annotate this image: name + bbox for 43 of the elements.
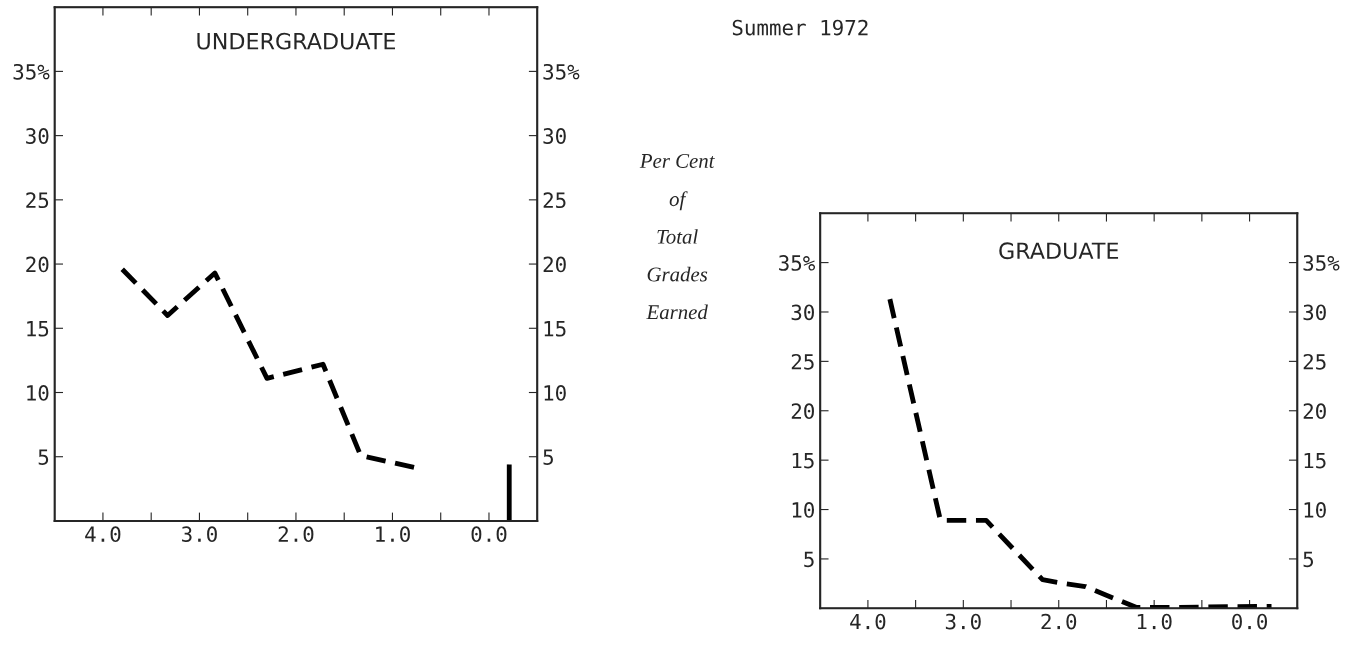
y-tick-label: 5 <box>38 449 49 465</box>
x-tick-label: 2.0 <box>1041 613 1077 630</box>
y2-tick-label: 5 <box>543 449 553 465</box>
y2-tick-label: 20 <box>543 256 566 273</box>
text: UNDERGRADUATE <box>197 32 395 50</box>
y2-tick-label: 10 <box>544 385 566 401</box>
y2-tick-label: 30 <box>1303 304 1326 321</box>
y-tick-label: 10 <box>27 385 49 401</box>
y2-tick-label: 25 <box>1303 353 1326 370</box>
y2-tick-label: 15 <box>544 321 566 337</box>
x-tick-label: 3.0 <box>945 613 981 630</box>
x-tick-label: 1.0 <box>1137 613 1172 630</box>
x-tick-label: 0.0 <box>1232 613 1268 630</box>
y-tick-label: 25 <box>791 353 814 370</box>
y-tick-label: 20 <box>26 256 49 273</box>
y2-tick-label: 35% <box>543 63 580 80</box>
text: Summer 1972 <box>732 19 868 36</box>
y-tick-label: 30 <box>791 304 814 321</box>
x-tick-label: 3.0 <box>182 526 217 543</box>
y2-tick-label: 25 <box>543 192 566 209</box>
x-tick-label: 4.0 <box>85 526 121 543</box>
x-tick-label: 2.0 <box>278 526 314 543</box>
y-tick-label: 35% <box>13 63 50 80</box>
line-series <box>887 296 1274 609</box>
text: GRADUATE <box>999 242 1119 260</box>
y2-tick-label: 5 <box>1303 551 1314 568</box>
y-tick-label: 15 <box>27 321 49 337</box>
y-tick-label: 35% <box>779 255 815 271</box>
y-tick-label: 10 <box>792 502 814 518</box>
y-tick-label: 25 <box>26 192 49 209</box>
x-tick-label: 0.0 <box>471 526 507 543</box>
y-tick-label: 30 <box>26 128 49 144</box>
y2-tick-label: 35% <box>1303 255 1340 271</box>
x-tick-label: 4.0 <box>850 613 886 630</box>
y2-tick-label: 30 <box>543 128 566 144</box>
y2-tick-label: 10 <box>1304 502 1326 518</box>
y-tick-label: 20 <box>791 403 814 420</box>
y2-tick-label: 20 <box>1303 403 1326 420</box>
x-tick-label: 1.0 <box>376 526 410 543</box>
y-tick-label: 5 <box>804 551 814 568</box>
y2-axis-title: Per Cent of Total Grades Earned <box>639 153 715 320</box>
y-tick-label: 15 <box>792 452 814 469</box>
y2-tick-label: 15 <box>1304 452 1326 469</box>
